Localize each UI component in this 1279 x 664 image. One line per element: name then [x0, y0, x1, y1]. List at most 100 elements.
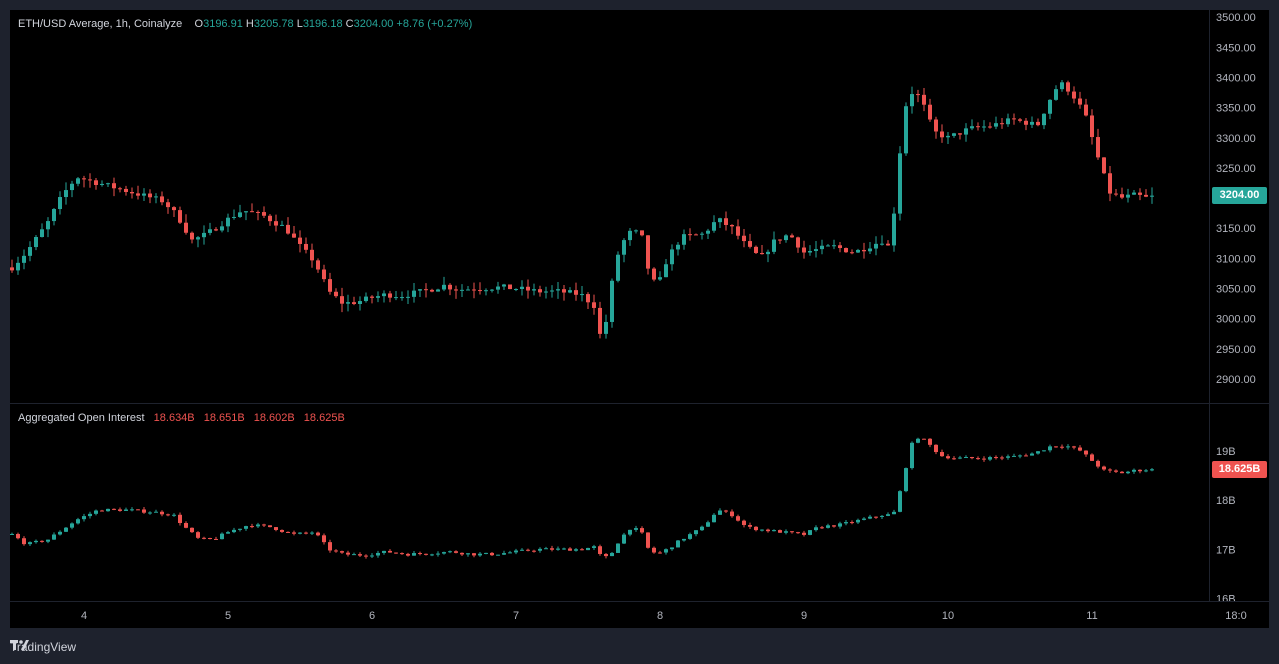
oi-bar-body	[268, 525, 272, 528]
oi-bar-141	[856, 518, 860, 525]
oi-bar-body	[16, 533, 20, 539]
oi-bar-13	[88, 511, 92, 519]
price-candle-14	[94, 177, 98, 190]
oi-bar-body	[1036, 451, 1040, 454]
price-candle-78	[478, 282, 482, 295]
oi-bar-body	[940, 452, 944, 457]
price-candle-body	[442, 284, 446, 290]
price-candle-body	[154, 196, 158, 198]
oi-bar-64	[394, 552, 398, 554]
oi-bar-153	[928, 438, 932, 448]
oi-bar-body	[40, 540, 44, 542]
symbol-label[interactable]: ETH/USD Average, 1h, Coinalyze	[18, 18, 183, 30]
price-candle-body	[892, 213, 896, 246]
price-candle-body	[1054, 89, 1058, 100]
oi-bar-body	[64, 527, 68, 532]
oi-bar-79	[484, 552, 488, 555]
oi-bar-156	[946, 454, 950, 460]
oi-bar-86	[526, 548, 530, 552]
price-candle-140	[850, 249, 854, 255]
price-candle-174	[1054, 85, 1058, 101]
price-candle-86	[526, 279, 530, 299]
price-candle-69	[424, 283, 428, 298]
price-candle-body	[568, 290, 572, 293]
time-axis-ticks: 4 5 6 7 8 9 10 11 18:0	[81, 610, 1247, 622]
price-candle-body	[1042, 113, 1046, 126]
low-value: 3196.18	[302, 18, 343, 30]
price-candle-body	[166, 202, 170, 208]
oi-bar-body	[148, 512, 152, 514]
price-candle-body	[250, 211, 254, 213]
oi-bar-body	[832, 525, 836, 527]
close-value: 3204.00	[353, 18, 394, 30]
oi-title[interactable]: Aggregated Open Interest	[18, 412, 145, 424]
oi-bar-body	[556, 548, 560, 550]
oi-bar-body	[226, 532, 230, 534]
price-candle-body	[652, 268, 656, 280]
price-candle-28	[178, 206, 182, 225]
oi-bar-98	[598, 544, 602, 556]
price-candle-70	[430, 288, 434, 293]
oi-bar-145	[880, 515, 884, 519]
time-axis[interactable]: 4 5 6 7 8 9 10 11 18:0	[10, 602, 1269, 628]
price-candle-body	[430, 289, 434, 292]
price-candle-48	[298, 230, 302, 253]
oi-bar-131	[796, 531, 800, 534]
time-tick-label: 8	[657, 610, 663, 622]
price-candle-64	[394, 290, 398, 301]
price-candle-body	[1048, 99, 1052, 114]
price-candle-body	[466, 289, 470, 291]
oi-bar-134	[814, 525, 818, 532]
price-candle-body	[370, 296, 374, 298]
price-pane[interactable]: ETH/USD Average, 1h, Coinalyze O3196.91 …	[10, 10, 1209, 403]
oi-bar-172	[1042, 450, 1046, 452]
oi-bar-body	[448, 551, 452, 553]
price-candle-114	[694, 233, 698, 236]
price-candle-147	[892, 207, 896, 252]
price-candle-body	[160, 196, 164, 203]
oi-bar-89	[544, 546, 548, 550]
price-candle-body	[94, 180, 98, 185]
price-candle-67	[412, 282, 416, 303]
price-candle-9	[64, 182, 68, 205]
oi-bar-85	[520, 548, 524, 551]
price-candle-body	[532, 289, 536, 291]
price-candle-body	[1096, 137, 1100, 158]
oi-bar-body	[1138, 469, 1142, 472]
price-candle-body	[238, 212, 242, 217]
price-candle-body	[1138, 192, 1142, 195]
oi-bar-174	[1054, 446, 1058, 448]
oi-bar-120	[730, 509, 734, 518]
tradingview-logo[interactable]: TradingView	[10, 638, 76, 656]
oi-bar-body	[244, 526, 248, 529]
oi-bar-body	[916, 438, 920, 443]
price-candle-176	[1066, 80, 1070, 96]
open-interest-axis[interactable]: 19B 18B 17B 16B 18.625B	[1210, 404, 1269, 601]
price-candle-47	[292, 226, 296, 238]
open-interest-legend: Aggregated Open Interest 18.634B 18.651B…	[18, 412, 351, 424]
oi-bar-115	[700, 525, 704, 532]
oi-bar-150	[910, 441, 914, 470]
oi-bar-26	[166, 513, 170, 517]
open-interest-pane[interactable]: Aggregated Open Interest 18.634B 18.651B…	[10, 404, 1209, 601]
oi-bar-167	[1012, 453, 1016, 457]
oi-bar-body	[490, 552, 494, 556]
price-candle-16	[106, 182, 110, 188]
oi-bar-184	[1114, 469, 1118, 474]
price-axis[interactable]: 3500.00 3450.00 3400.00 3350.00 3300.00 3250.…	[1210, 10, 1269, 403]
price-candle-175	[1060, 80, 1064, 92]
price-candle-3	[28, 241, 32, 262]
price-candle-104	[634, 229, 638, 234]
price-candle-body	[382, 293, 386, 297]
price-candle-42	[262, 206, 266, 218]
price-candle-51	[316, 258, 320, 273]
oi-bar-body	[1108, 469, 1112, 471]
price-candle-body	[772, 239, 776, 252]
oi-bar-body	[1120, 471, 1124, 474]
price-candle-125	[760, 244, 764, 255]
oi-bar-body	[730, 511, 734, 517]
price-candle-59	[364, 292, 368, 303]
oi-bar-body	[1096, 460, 1100, 467]
price-candle-body	[928, 104, 932, 120]
